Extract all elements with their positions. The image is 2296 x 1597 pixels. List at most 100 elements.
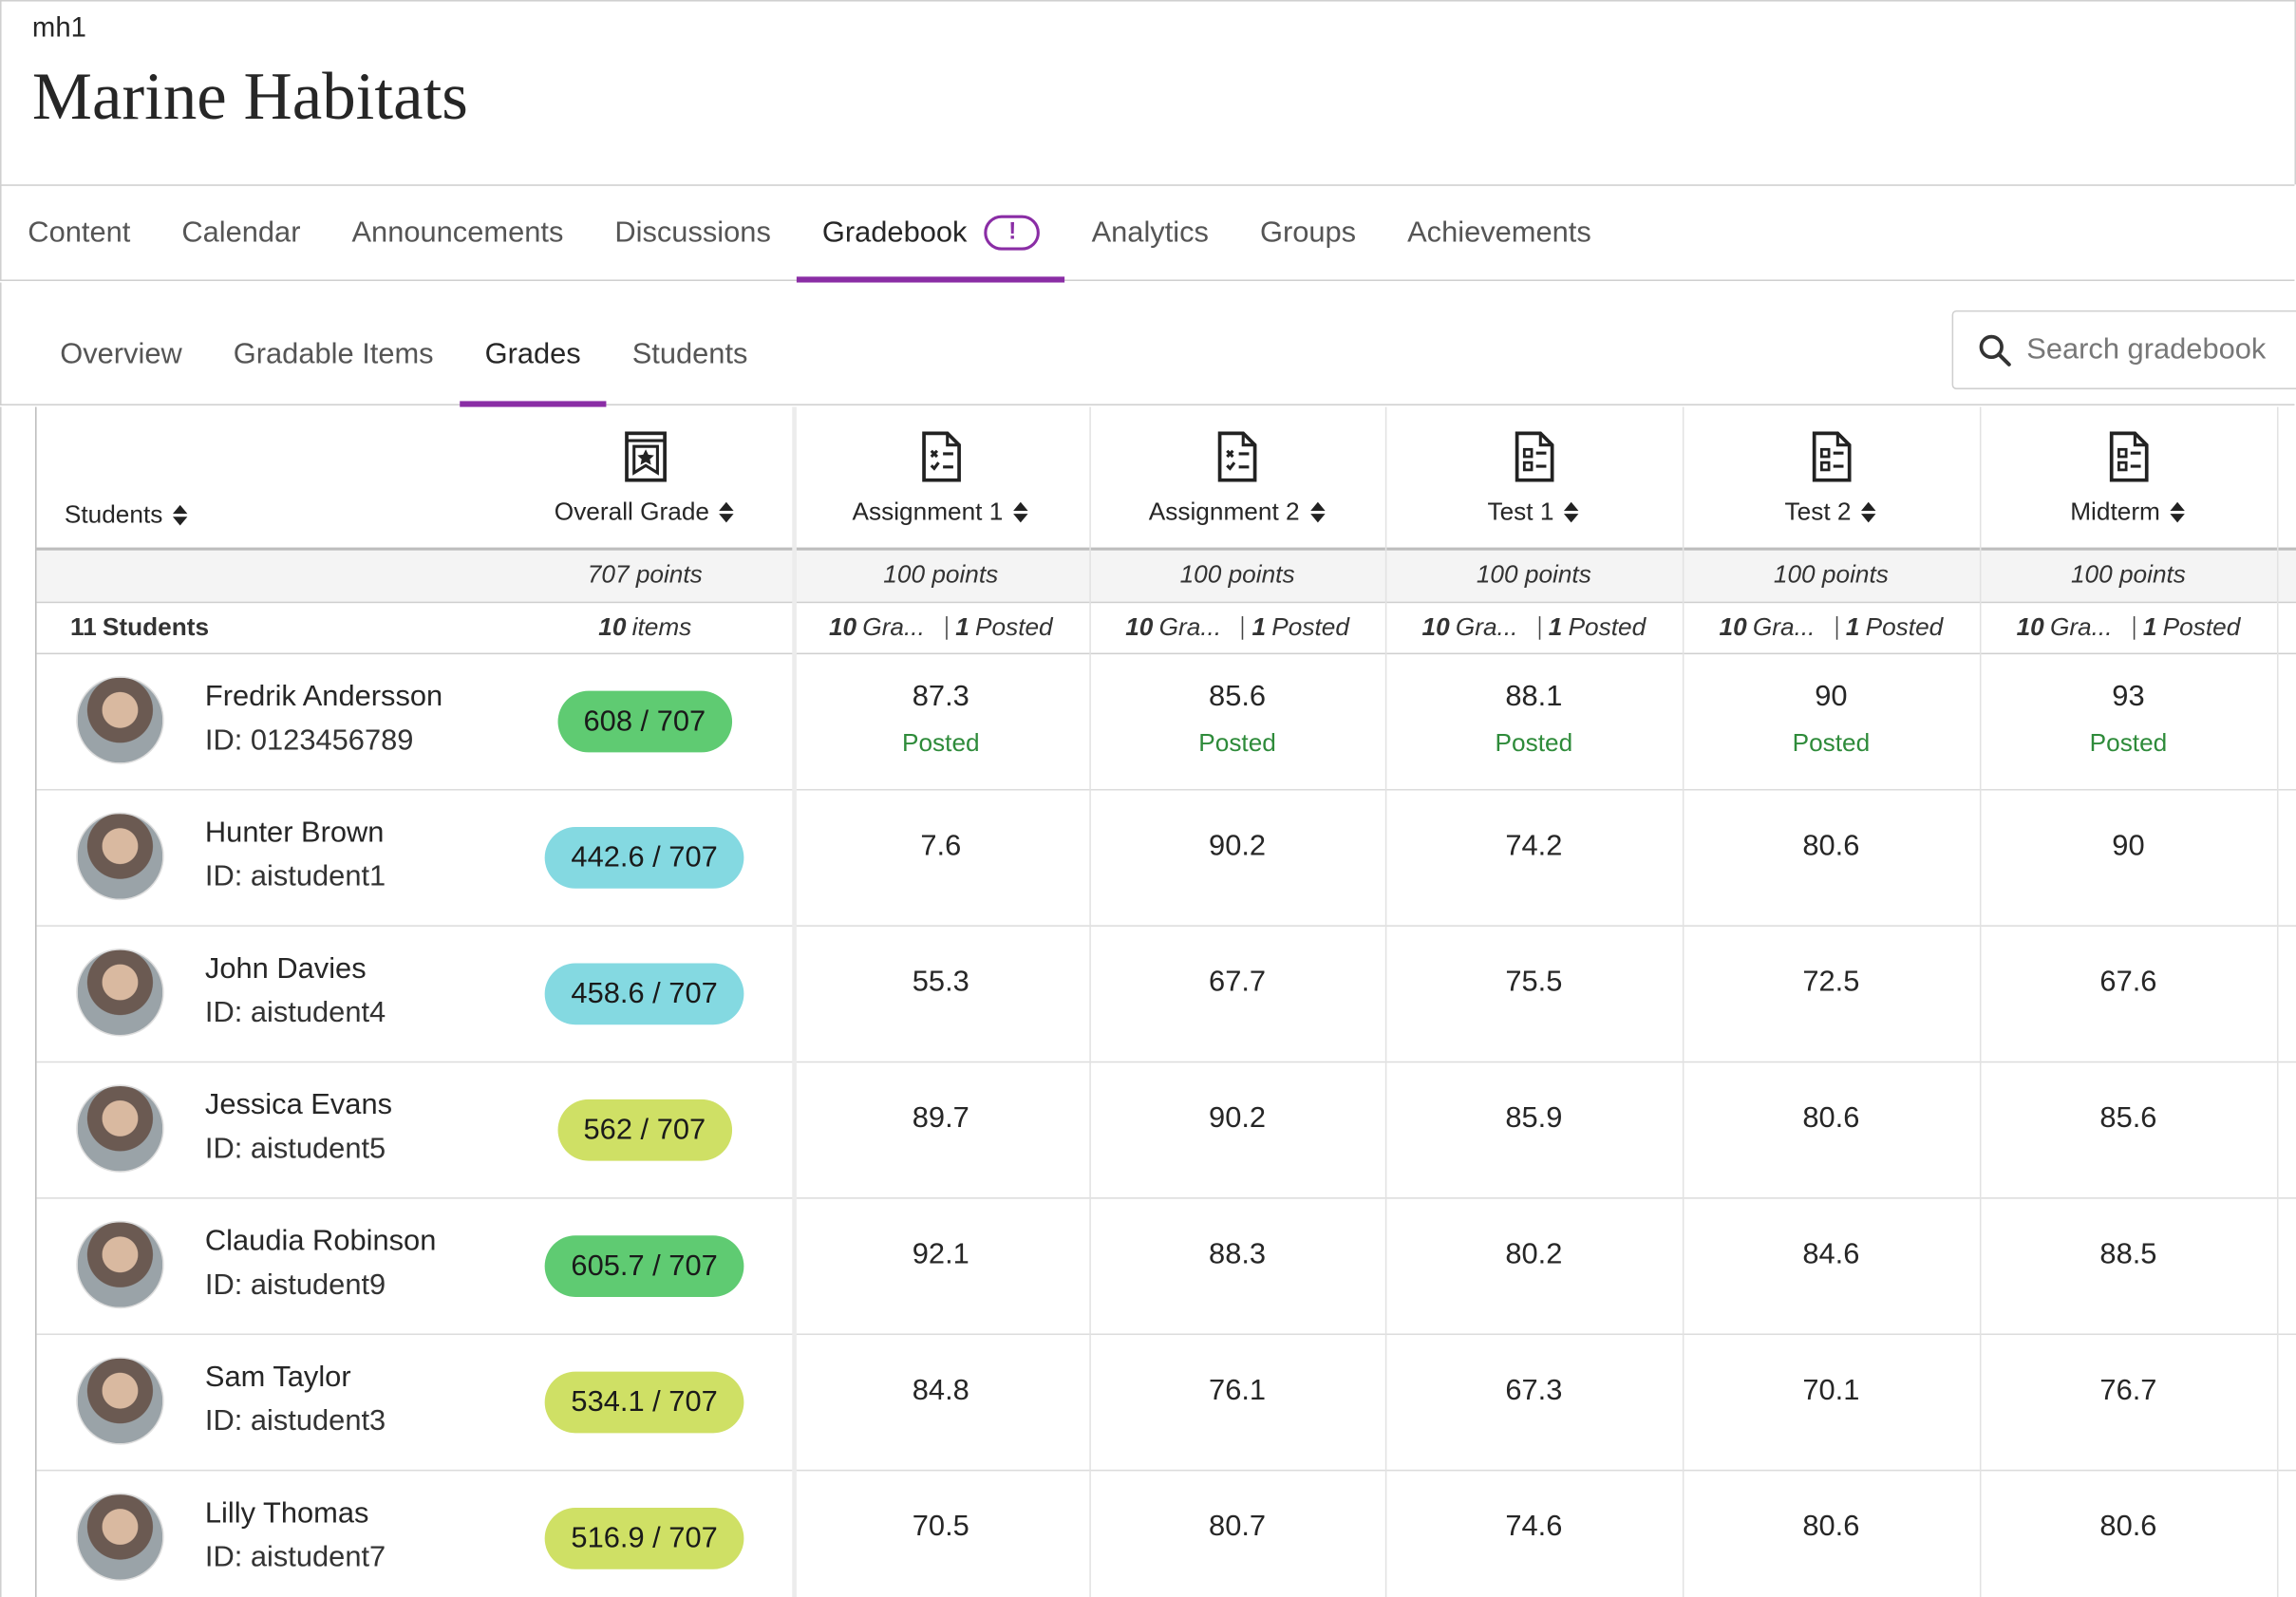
overall-grade-pill[interactable]: 562 / 707 (556, 1099, 732, 1161)
column-header[interactable]: Overall Grade (498, 498, 792, 527)
course-tab[interactable]: Gradebook! (797, 184, 1065, 283)
subtab[interactable]: Students (631, 338, 748, 371)
tab-label: Achievements (1407, 216, 1591, 249)
grade-value[interactable]: 74.6 (1505, 1511, 1563, 1543)
separator (945, 615, 947, 639)
student-name[interactable]: Lilly Thomas (204, 1497, 369, 1531)
grade-value[interactable]: 85.6 (2099, 1101, 2157, 1135)
grade-value[interactable]: 75.5 (1505, 966, 1563, 999)
sort-icon[interactable] (1012, 500, 1030, 524)
grade-value[interactable]: 67.3 (1505, 1374, 1563, 1407)
grade-value[interactable]: 90.2 (1209, 1101, 1267, 1135)
course-tab[interactable]: Announcements (351, 184, 563, 281)
column-header[interactable]: Assignment 2 (1089, 498, 1385, 527)
subtab[interactable]: Overview (60, 338, 182, 371)
column-name: Overall Grade (554, 498, 710, 526)
student-name[interactable]: Sam Taylor (204, 1361, 351, 1394)
grade-value[interactable]: 88.3 (1209, 1238, 1267, 1271)
grade-value[interactable]: 76.1 (1209, 1374, 1267, 1407)
grade-value[interactable]: 74.2 (1505, 830, 1563, 863)
summary-rule (36, 652, 2296, 655)
column-header[interactable]: Test 2 (1683, 498, 1980, 527)
grade-value[interactable]: 88.1 (1505, 680, 1563, 713)
grade-value[interactable]: 80.6 (1802, 1101, 1860, 1135)
column-header[interactable]: Test 1 (1385, 498, 1683, 527)
graded-count: 10 (2016, 612, 2044, 641)
grade-value[interactable]: 92.1 (912, 1238, 969, 1271)
students-header[interactable]: Students (65, 500, 189, 530)
grade-value[interactable]: 84.6 (1802, 1238, 1860, 1271)
separator (1538, 615, 1540, 639)
course-tab[interactable]: Analytics (1092, 184, 1209, 281)
search-box[interactable]: Search gradebook (1951, 310, 2296, 390)
overall-grade-pill[interactable]: 534.1 / 707 (544, 1371, 744, 1434)
subtab[interactable]: Gradable Items (233, 338, 434, 371)
row-rule (36, 1197, 2296, 1199)
grade-value[interactable]: 72.5 (1802, 966, 1860, 999)
grade-value[interactable]: 85.6 (1209, 680, 1267, 713)
grade-value[interactable]: 80.7 (1209, 1511, 1267, 1543)
item-icon (1812, 431, 1851, 482)
course-tab[interactable]: Groups (1260, 184, 1356, 281)
search-icon (1979, 334, 2011, 366)
graded-label: Gra... (2049, 612, 2113, 641)
grade-value[interactable]: 87.3 (912, 680, 969, 713)
sort-icon[interactable] (1308, 500, 1327, 524)
column-header[interactable]: Midterm (1980, 498, 2277, 527)
student-name[interactable]: John Davies (204, 952, 367, 986)
student-name[interactable]: Claudia Robinson (204, 1225, 437, 1258)
grade-value[interactable]: 80.2 (1505, 1238, 1563, 1271)
student-avatar (76, 1220, 164, 1309)
column-summary: 10 Gra... 1 Posted (1683, 602, 1980, 653)
grade-value[interactable]: 7.6 (920, 830, 962, 863)
overall-grade-pill[interactable]: 516.9 / 707 (544, 1507, 744, 1569)
grade-value[interactable]: 80.6 (1802, 1511, 1860, 1543)
course-tab[interactable]: Achievements (1407, 184, 1591, 281)
overall-grade-pill[interactable]: 608 / 707 (556, 690, 732, 753)
grade-value[interactable]: 89.7 (912, 1101, 969, 1135)
grade-value[interactable]: 67.6 (2099, 966, 2157, 999)
grade-value[interactable]: 90 (1815, 680, 1848, 713)
item-icon (1217, 431, 1257, 482)
overall-grade-pill[interactable]: 605.7 / 707 (544, 1235, 744, 1297)
sort-icon[interactable] (172, 503, 190, 527)
grade-value[interactable]: 55.3 (912, 966, 969, 999)
grade-value[interactable]: 85.9 (1505, 1101, 1563, 1135)
course-tab[interactable]: Discussions (614, 184, 771, 281)
overall-grade-pill[interactable]: 458.6 / 707 (544, 963, 744, 1025)
student-name[interactable]: Hunter Brown (204, 817, 385, 850)
column-summary: 10 Gra... 1 Posted (1385, 602, 1683, 653)
grade-value[interactable]: 90.2 (1209, 830, 1267, 863)
grade-value[interactable]: 90 (2112, 830, 2145, 863)
sort-icon[interactable] (718, 500, 736, 524)
grade-value[interactable]: 84.8 (912, 1374, 969, 1407)
grade-value[interactable]: 80.6 (2099, 1511, 2157, 1543)
grade-value[interactable]: 67.7 (1209, 966, 1267, 999)
course-tab[interactable]: Calendar (181, 184, 300, 281)
item-icon (921, 431, 961, 482)
grade-value[interactable]: 88.5 (2099, 1238, 2157, 1271)
student-count-number: 11 (70, 612, 97, 641)
grade-value[interactable]: 80.6 (1802, 830, 1860, 863)
course-tabs: Content Calendar Announcements Discussions G… (0, 184, 2295, 283)
grade-status: Posted (1495, 728, 1573, 758)
student-name[interactable]: Fredrik Andersson (204, 680, 443, 713)
overall-grade-pill[interactable]: 442.6 / 707 (544, 827, 744, 889)
subtab[interactable]: Grades (460, 282, 606, 406)
posted-count: 1 (1845, 612, 1860, 641)
course-title: Marine Habitats (31, 58, 468, 134)
column-icon (1385, 430, 1683, 483)
column-summary: 10 Gra... 1 Posted (1980, 602, 2277, 653)
sort-icon[interactable] (1563, 500, 1581, 524)
grade-value[interactable]: 70.5 (912, 1511, 969, 1543)
sort-icon[interactable] (1860, 500, 1878, 524)
student-name[interactable]: Jessica Evans (204, 1089, 393, 1121)
student-id: ID: aistudent3 (204, 1405, 386, 1437)
course-tab[interactable]: Content (28, 184, 130, 281)
grade-value[interactable]: 76.7 (2099, 1374, 2157, 1407)
column-header[interactable]: Assignment 1 (792, 498, 1089, 527)
column-rule (1384, 406, 1387, 1597)
sort-icon[interactable] (2169, 500, 2187, 524)
grade-value[interactable]: 93 (2112, 680, 2145, 713)
grade-value[interactable]: 70.1 (1802, 1374, 1860, 1407)
